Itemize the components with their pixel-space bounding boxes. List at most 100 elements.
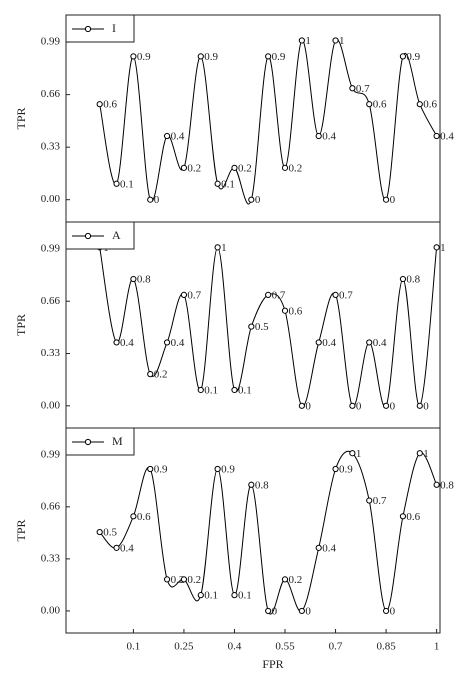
point: [298, 402, 305, 409]
data-label: 0: [154, 194, 160, 206]
data-label: 0.4: [120, 337, 134, 349]
point: [180, 164, 188, 171]
y-tick-label: 0.00: [41, 399, 61, 411]
x-tick-label: 0.4: [228, 641, 242, 653]
point: [315, 339, 322, 346]
data-label: 0.9: [154, 464, 168, 476]
point: [298, 607, 305, 615]
point: [416, 450, 423, 457]
series-line: [99, 39, 438, 205]
point: [366, 101, 373, 108]
point: [113, 339, 120, 346]
point: [214, 465, 221, 473]
data-label: 1: [305, 35, 311, 47]
data-label: 0.1: [204, 590, 218, 602]
data-label: 0.7: [272, 289, 286, 301]
point: [248, 323, 255, 330]
point: [399, 513, 407, 520]
y-axis-label: TPR: [14, 314, 28, 336]
point: [332, 465, 339, 473]
point: [382, 607, 390, 615]
point: [130, 513, 137, 520]
point: [433, 481, 440, 488]
data-label: 0.6: [373, 99, 387, 111]
data-label: 0.4: [171, 131, 185, 143]
data-label: 0.8: [440, 479, 454, 491]
x-tick-label: 0.55: [275, 641, 295, 653]
point: [248, 481, 255, 488]
data-label: 1: [440, 242, 446, 254]
legend-marker: [84, 25, 92, 33]
data-label: 0: [255, 194, 261, 206]
data-label: 0.6: [406, 511, 420, 523]
y-tick-label: 0.33: [41, 141, 61, 153]
data-label: 0.9: [272, 51, 286, 63]
point: [315, 132, 322, 140]
point: [366, 339, 373, 346]
data-label: 0.9: [406, 51, 420, 63]
data-label: 0.7: [356, 83, 370, 95]
data-label: 1: [423, 448, 429, 460]
point: [248, 196, 255, 203]
point: [265, 291, 272, 298]
point: [231, 386, 238, 394]
series-line: [99, 450, 438, 615]
data-label: 0: [390, 194, 396, 206]
point: [382, 196, 390, 203]
data-label: 0.4: [373, 337, 387, 349]
data-label: 0.2: [187, 574, 201, 586]
y-tick-label: 0.99: [41, 36, 61, 48]
point: [332, 291, 339, 298]
point: [366, 497, 373, 504]
data-label: 1: [339, 35, 345, 47]
y-tick-label: 0.00: [41, 193, 61, 205]
data-label: 0: [390, 605, 396, 617]
legend-label: A: [112, 228, 121, 242]
data-label: 0.1: [238, 590, 252, 602]
point: [147, 465, 154, 473]
data-label: 1: [356, 448, 362, 460]
data-label: 0.7: [373, 495, 387, 507]
data-label: 0.4: [322, 542, 336, 554]
point: [281, 164, 289, 171]
data-label: 0.1: [120, 178, 134, 190]
x-axis-label: FPR: [262, 657, 283, 671]
point: [265, 53, 272, 60]
data-label: 0: [305, 400, 311, 412]
data-label: 0.8: [255, 479, 269, 491]
data-label: 0.7: [339, 289, 353, 301]
legend-marker: [84, 232, 92, 240]
data-label: 0.9: [137, 51, 151, 63]
data-label: 0.5: [255, 321, 269, 333]
point: [433, 132, 440, 140]
point: [180, 576, 188, 583]
data-label: 0: [390, 400, 396, 412]
point: [214, 180, 221, 187]
point: [281, 307, 289, 314]
data-label: 0.8: [406, 274, 420, 286]
x-tick-label: 0.1: [127, 641, 141, 653]
point: [231, 164, 238, 171]
point: [130, 275, 137, 283]
data-label: 0.6: [103, 99, 117, 111]
point: [416, 402, 423, 409]
y-tick-label: 0.33: [41, 347, 61, 359]
point: [214, 244, 221, 251]
point: [281, 576, 289, 583]
point: [298, 37, 305, 44]
data-label: 0: [305, 605, 311, 617]
point: [315, 544, 322, 551]
point: [416, 101, 423, 108]
point: [265, 607, 272, 615]
y-tick-label: 0.66: [41, 88, 61, 100]
point: [332, 37, 339, 44]
point: [433, 244, 440, 251]
point: [231, 592, 238, 599]
data-label: 0.4: [440, 131, 454, 143]
point: [197, 53, 204, 60]
data-label: 0.4: [322, 337, 336, 349]
point: [147, 371, 154, 378]
x-tick-label: 0.85: [376, 641, 396, 653]
y-tick-label: 0.00: [41, 604, 61, 616]
data-label: 0.5: [103, 527, 117, 539]
